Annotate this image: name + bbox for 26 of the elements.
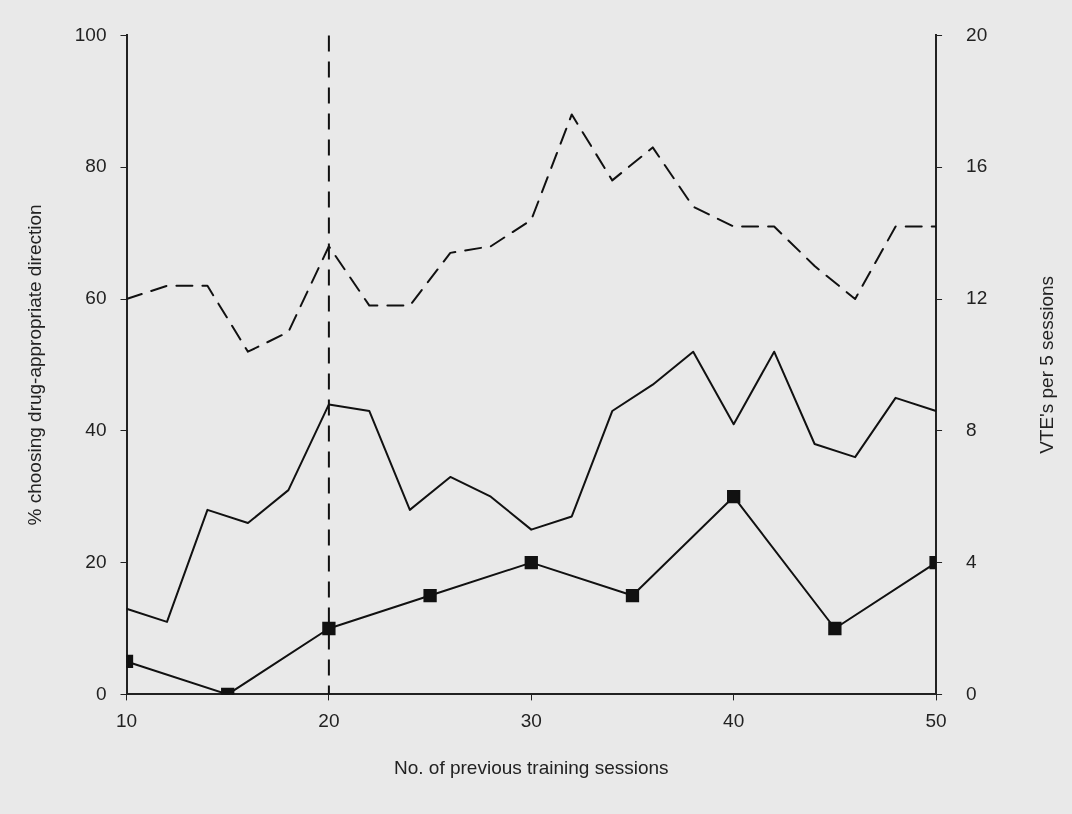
x-tick-label: 20: [318, 710, 340, 732]
y2-axis-title: VTE's per 5 sessions: [1036, 275, 1058, 454]
y-tick-label: 20: [85, 550, 107, 572]
point: [322, 621, 336, 636]
y2-tick-label: 4: [966, 550, 978, 572]
y2-tick-label: 12: [966, 287, 988, 309]
x-tick-label: 50: [925, 710, 947, 732]
point: [625, 588, 640, 603]
y2-tick-label: 8: [966, 419, 977, 441]
y-tick-label: 60: [85, 287, 107, 309]
y2-tick-label: 0: [966, 682, 977, 704]
point: [524, 555, 538, 570]
x-tick-label: 10: [115, 710, 138, 732]
y2-tick-label: 20: [966, 23, 988, 45]
x-axis-title: No. of previous training sessions: [393, 756, 669, 778]
y-tick-label: 40: [85, 419, 107, 441]
y-tick-label: 80: [85, 155, 107, 177]
x-tick-label: 30: [520, 710, 542, 732]
x-tick-label: 40: [723, 710, 745, 732]
y-axis-title: % choosing drug-appropriate direction: [23, 204, 45, 526]
point: [828, 621, 842, 636]
point: [423, 588, 437, 603]
y-tick-label: 100: [74, 23, 107, 45]
y2-tick-label: 16: [966, 155, 988, 177]
point: [727, 490, 741, 504]
y-tick-label: 0: [95, 682, 107, 704]
